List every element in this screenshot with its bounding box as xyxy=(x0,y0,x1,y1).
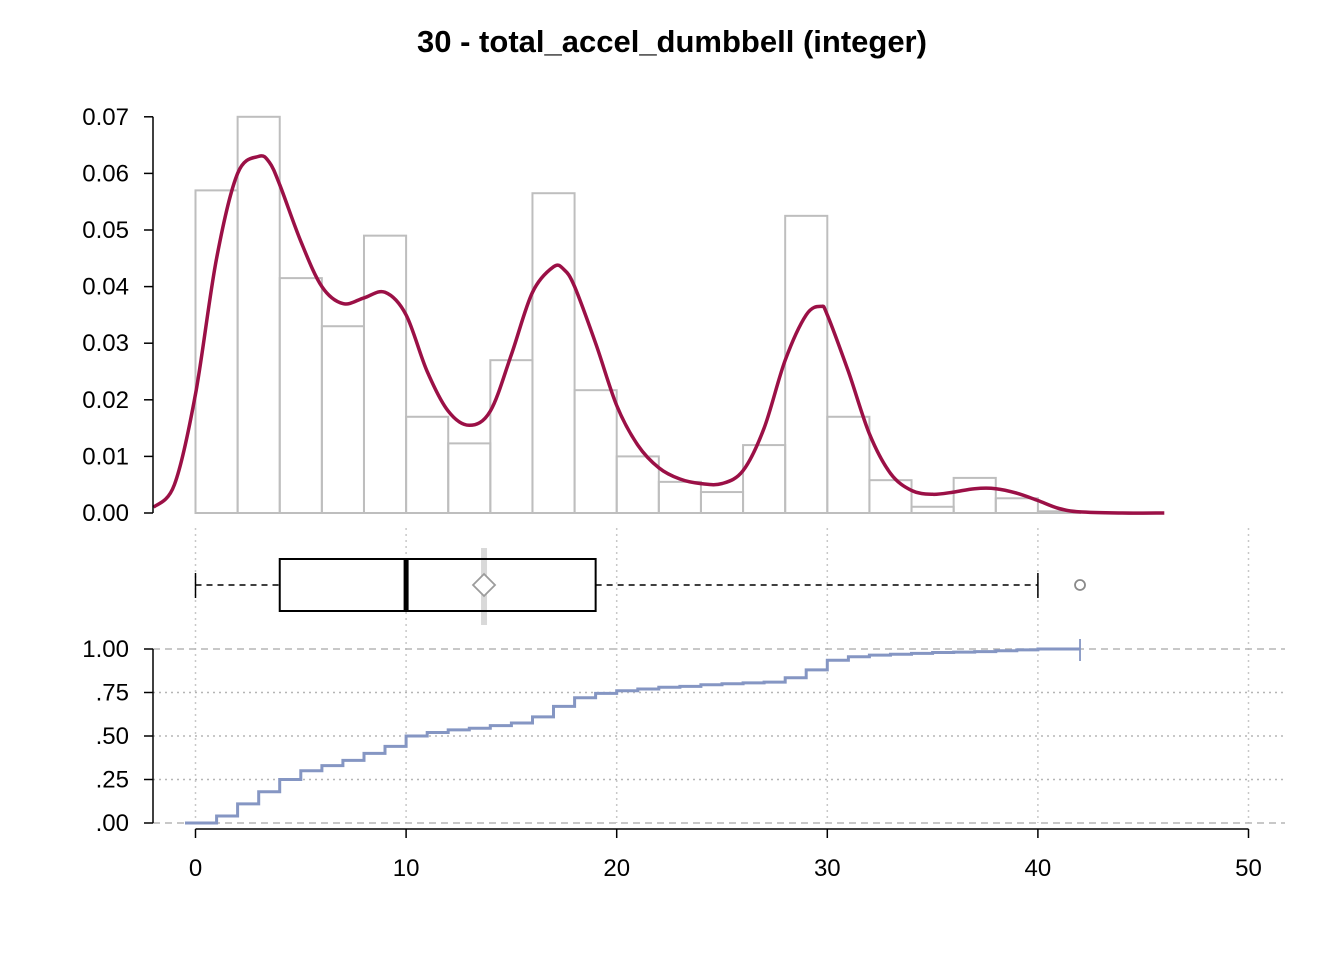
histogram-bar-17 xyxy=(910,505,955,514)
hist-y-tick-label-0: 0.00 xyxy=(82,500,129,527)
hist-y-tick-label-1: 0.01 xyxy=(82,443,129,470)
hist-y-tick-label-4: 0.04 xyxy=(82,274,129,301)
chart-title: 30 - total_accel_dumbbell (integer) xyxy=(417,24,927,59)
histogram-bar-5 xyxy=(405,415,450,514)
x-tick-label-2: 20 xyxy=(603,855,630,882)
density-line xyxy=(152,154,1165,515)
histogram-bar-12 xyxy=(699,491,745,515)
ecdf-line xyxy=(185,647,1080,825)
ecdf-y-tick-label-0: .00 xyxy=(96,810,129,837)
histogram-bar-16 xyxy=(868,479,913,514)
axes: 0.00 0.01 0.02 0.03 0.04 0.05 0.06 0.07 .00 .25 .5… xyxy=(82,104,1262,882)
hist-y-tick-label-3: 0.03 xyxy=(82,330,129,357)
x-tick-label-5: 50 xyxy=(1235,855,1262,882)
x-tick-label-0: 0 xyxy=(189,855,202,882)
ecdf-y-tick-label-3: .75 xyxy=(96,680,129,707)
histogram-bar-9 xyxy=(573,389,618,515)
histogram-bar-10 xyxy=(615,455,660,514)
x-tick-label-4: 40 xyxy=(1025,855,1052,882)
histogram-bar-14 xyxy=(784,214,829,514)
histogram-bar-11 xyxy=(657,480,702,514)
histogram-bar-6 xyxy=(447,442,492,514)
ecdf-y-tick-label-4: 1.00 xyxy=(82,636,129,663)
histogram-bar-2 xyxy=(278,277,323,514)
density-curve xyxy=(152,154,1165,515)
ecdf-plot xyxy=(185,639,1081,825)
hist-y-tick-label-2: 0.02 xyxy=(82,387,129,414)
box-iqr xyxy=(278,558,597,612)
ecdf-y-tick-label-2: .50 xyxy=(96,723,129,750)
histogram-bar-15 xyxy=(826,415,871,514)
x-tick-label-1: 10 xyxy=(393,855,420,882)
hist-y-tick-label-7: 0.07 xyxy=(82,104,129,131)
histogram-bar-3 xyxy=(320,325,365,514)
x-tick-label-3: 30 xyxy=(814,855,841,882)
histogram-bar-7 xyxy=(489,359,534,514)
histogram-bar-8 xyxy=(531,192,576,515)
hist-y-tick-label-5: 0.05 xyxy=(82,217,129,244)
histogram xyxy=(194,115,1082,515)
histogram-bar-19 xyxy=(994,497,1039,514)
ecdf-y-tick-label-1: .25 xyxy=(96,767,129,794)
histogram-bar-13 xyxy=(742,444,787,514)
histogram-bar-1 xyxy=(236,115,281,515)
grid xyxy=(153,528,1285,824)
outlier-point-0 xyxy=(1074,579,1086,591)
boxplot xyxy=(194,548,1086,625)
histogram-bar-18 xyxy=(952,476,997,514)
hist-y-tick-label-6: 0.06 xyxy=(82,160,129,187)
mean-marker xyxy=(471,572,497,598)
histogram-bar-4 xyxy=(362,234,408,514)
